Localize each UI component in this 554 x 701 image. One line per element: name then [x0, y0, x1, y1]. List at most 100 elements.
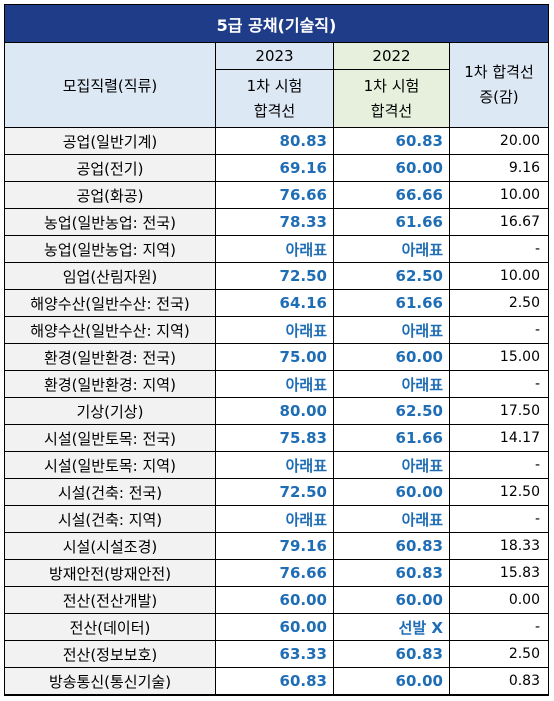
- row-2023-cutoff-text: 80.83: [279, 132, 327, 150]
- row-difference-text: -: [534, 376, 540, 392]
- row-difference: -: [450, 614, 548, 641]
- row-2022-cutoff-text: 61.66: [395, 429, 443, 447]
- row-position-name: 공업(일반기계): [5, 128, 216, 155]
- row-2023-cutoff: 60.00: [216, 614, 334, 641]
- row-2022-cutoff-text: 아래표: [401, 456, 443, 475]
- row-2022-cutoff: 선발 X: [334, 614, 450, 641]
- row-2022-cutoff-text: 66.66: [395, 186, 443, 204]
- row-difference: -: [450, 317, 548, 344]
- header-year-2023: 2023: [216, 43, 334, 70]
- row-2022-cutoff: 60.83: [334, 128, 450, 155]
- row-position-name-text: 시설(시설조경): [62, 537, 158, 556]
- row-2023-cutoff: 72.50: [216, 263, 334, 290]
- row-difference-text: 16.67: [499, 214, 540, 230]
- row-2022-cutoff: 62.50: [334, 263, 450, 290]
- row-difference: 2.50: [450, 641, 548, 668]
- row-position-name: 전산(데이터): [5, 614, 216, 641]
- row-2023-cutoff-text: 78.33: [279, 213, 327, 231]
- row-2023-cutoff-text: 60.83: [279, 672, 327, 690]
- row-2022-cutoff-text: 60.83: [395, 537, 443, 555]
- row-difference: 2.50: [450, 290, 548, 317]
- row-position-name-text: 농업(일반농업: 지역): [44, 240, 176, 259]
- row-difference: 12.50: [450, 479, 548, 506]
- row-2023-cutoff-text: 아래표: [285, 321, 327, 340]
- row-position-name: 해양수산(일반수산: 전국): [5, 290, 216, 317]
- row-2022-cutoff: 아래표: [334, 317, 450, 344]
- row-position-name-text: 전산(정보보호): [62, 645, 158, 664]
- row-difference-text: -: [534, 241, 540, 257]
- row-difference-text: 9.16: [508, 160, 540, 176]
- row-2023-cutoff: 아래표: [216, 506, 334, 533]
- row-2022-cutoff-text: 60.00: [395, 348, 443, 366]
- row-2022-cutoff-text: 60.83: [395, 132, 443, 150]
- row-2022-cutoff: 아래표: [334, 452, 450, 479]
- row-position-name: 시설(시설조경): [5, 533, 216, 560]
- row-2022-cutoff-text: 61.66: [395, 294, 443, 312]
- row-difference-text: 0.00: [508, 592, 540, 608]
- row-2022-cutoff: 60.00: [334, 668, 450, 695]
- row-2023-cutoff: 64.16: [216, 290, 334, 317]
- row-2022-cutoff-text: 60.00: [395, 591, 443, 609]
- row-position-name-text: 전산(데이터): [69, 618, 151, 637]
- row-difference: -: [450, 506, 548, 533]
- row-2023-cutoff: 80.83: [216, 128, 334, 155]
- cutoff-label-line1: 1차 시험: [246, 76, 303, 95]
- difference-label-line2: 증(감): [479, 88, 519, 106]
- row-2022-cutoff-text: 선발 X: [398, 618, 443, 637]
- row-position-name: 시설(일반토목: 지역): [5, 452, 216, 479]
- row-2022-cutoff-text: 60.00: [395, 483, 443, 501]
- row-2023-cutoff-text: 아래표: [285, 456, 327, 475]
- row-2023-cutoff-text: 60.00: [279, 591, 327, 609]
- row-2023-cutoff-text: 아래표: [285, 375, 327, 394]
- row-position-name: 시설(건축: 전국): [5, 479, 216, 506]
- row-difference: 0.00: [450, 587, 548, 614]
- row-2022-cutoff: 아래표: [334, 236, 450, 263]
- row-2023-cutoff: 아래표: [216, 236, 334, 263]
- row-difference: 9.16: [450, 155, 548, 182]
- row-2023-cutoff-text: 72.50: [279, 267, 327, 285]
- row-2023-cutoff: 69.16: [216, 155, 334, 182]
- row-2022-cutoff-text: 60.83: [395, 645, 443, 663]
- row-2022-cutoff: 60.83: [334, 560, 450, 587]
- row-difference: 10.00: [450, 263, 548, 290]
- row-position-name-text: 공업(전기): [76, 159, 144, 178]
- row-2023-cutoff-text: 63.33: [279, 645, 327, 663]
- row-position-name: 농업(일반농업: 지역): [5, 236, 216, 263]
- row-difference-text: -: [534, 457, 540, 473]
- row-2023-cutoff-text: 79.16: [279, 537, 327, 555]
- row-position-name: 임업(산림자원): [5, 263, 216, 290]
- row-2022-cutoff-text: 62.50: [395, 402, 443, 420]
- row-2023-cutoff-text: 80.00: [279, 402, 327, 420]
- row-position-name: 농업(일반농업: 전국): [5, 209, 216, 236]
- row-position-name-text: 방재안전(방재안전): [48, 564, 172, 583]
- cutoff-label-line2: 합격선: [370, 101, 413, 120]
- row-difference-text: 10.00: [499, 187, 540, 203]
- row-difference-text: 10.00: [499, 268, 540, 284]
- row-difference: 0.83: [450, 668, 548, 695]
- row-position-name-text: 임업(산림자원): [62, 267, 158, 286]
- row-position-name: 환경(일반환경: 지역): [5, 371, 216, 398]
- row-2023-cutoff: 79.16: [216, 533, 334, 560]
- header-2022-cutoff: 1차 시험 합격선: [334, 70, 450, 128]
- row-difference-text: 14.17: [499, 430, 540, 446]
- row-position-name-text: 시설(일반토목: 전국): [44, 429, 176, 448]
- row-difference-text: 20.00: [499, 133, 540, 149]
- row-difference-text: 2.50: [508, 646, 540, 662]
- header-position: 모집직렬(직류): [5, 43, 216, 128]
- row-2023-cutoff-text: 아래표: [285, 240, 327, 259]
- row-position-name: 기상(기상): [5, 398, 216, 425]
- cutoff-label-line2: 합격선: [253, 101, 296, 120]
- row-2022-cutoff: 61.66: [334, 209, 450, 236]
- row-difference-text: 15.00: [499, 349, 540, 365]
- header-position-label: 모집직렬(직류): [62, 76, 158, 95]
- row-2022-cutoff-text: 61.66: [395, 213, 443, 231]
- row-difference: -: [450, 371, 548, 398]
- row-2023-cutoff-text: 64.16: [279, 294, 327, 312]
- row-2023-cutoff: 60.83: [216, 668, 334, 695]
- row-position-name-text: 시설(일반토목: 지역): [44, 456, 176, 475]
- row-2022-cutoff: 60.00: [334, 587, 450, 614]
- row-2022-cutoff: 66.66: [334, 182, 450, 209]
- row-position-name-text: 시설(건축: 지역): [57, 510, 163, 529]
- row-position-name-text: 해양수산(일반수산: 지역): [30, 321, 190, 340]
- row-2022-cutoff: 60.00: [334, 344, 450, 371]
